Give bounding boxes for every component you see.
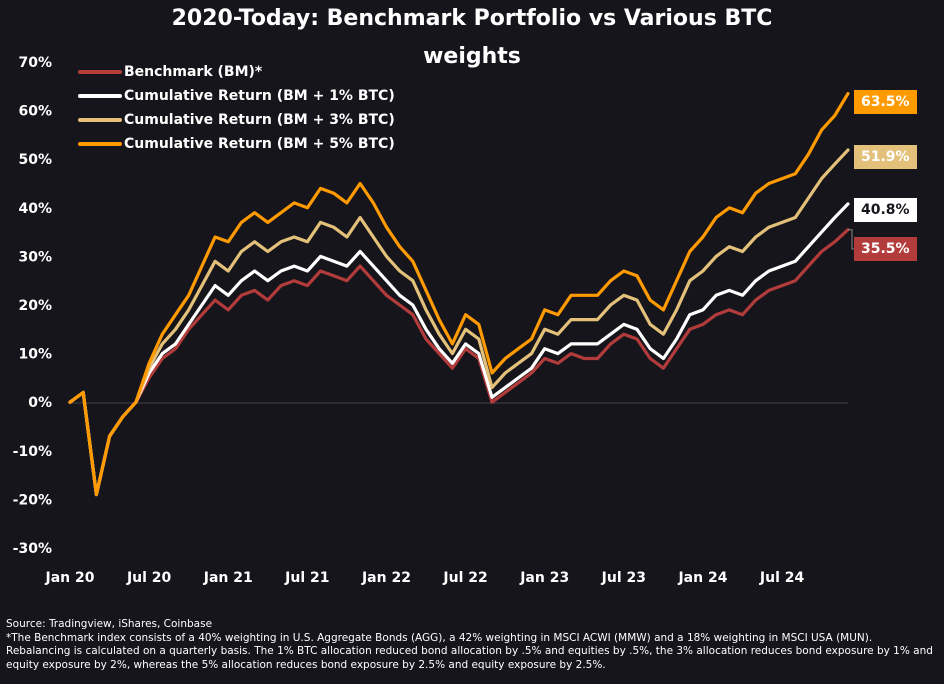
legend-item-benchmark: Benchmark (BM)* (78, 60, 395, 84)
x-tick-label: Jul 21 (284, 570, 329, 586)
x-tick-label: Jan 23 (519, 570, 569, 586)
legend: Benchmark (BM)* Cumulative Return (BM + … (78, 60, 395, 156)
x-tick-label: Jan 21 (203, 570, 253, 586)
x-axis: Jan 20 Jul 20 Jan 21 Jul 21 Jan 22 Jul 22 Jan … (45, 570, 805, 586)
legend-item-3pct-btc: Cumulative Return (BM + 3% BTC) (78, 108, 395, 132)
y-tick-label: 70% (18, 55, 52, 71)
series-line-3 (68, 92, 850, 497)
x-tick-label: Jul 23 (601, 570, 646, 586)
x-tick-label: Jul 20 (126, 570, 172, 586)
y-tick-label: 50% (18, 152, 52, 168)
x-tick-label: Jul 22 (442, 570, 487, 586)
x-tick-label: Jan 20 (45, 570, 95, 586)
legend-label-1pct-btc: Cumulative Return (BM + 1% BTC) (124, 88, 395, 104)
legend-item-1pct-btc: Cumulative Return (BM + 1% BTC) (78, 84, 395, 108)
y-tick-label: 0% (28, 395, 52, 411)
legend-swatch-5pct-btc (78, 142, 122, 146)
y-tick-label: -20% (13, 492, 52, 508)
legend-label-5pct-btc: Cumulative Return (BM + 5% BTC) (124, 136, 395, 152)
end-label-3pct-btc: 51.9% (854, 145, 917, 169)
y-tick-label: 30% (18, 249, 52, 265)
legend-swatch-benchmark (78, 70, 122, 74)
end-label-1pct-btc: 40.8% (854, 198, 917, 222)
series-line-0 (68, 228, 850, 497)
source-note: Source: Tradingview, iShares, Coinbase (6, 618, 213, 630)
end-label-5pct-btc: 63.5% (854, 90, 917, 114)
y-tick-label: -10% (13, 444, 52, 460)
benchmark-note: *The Benchmark index consists of a 40% w… (6, 631, 933, 671)
x-tick-label: Jan 22 (361, 570, 411, 586)
y-axis: -30% -20% -10% 0% 10% 20% 30% 40% 50% 60% 70% (13, 55, 52, 557)
y-tick-label: 40% (18, 201, 52, 217)
y-tick-label: -30% (13, 541, 52, 557)
legend-swatch-3pct-btc (78, 118, 122, 122)
chart-title-line-1: 2020-Today: Benchmark Portfolio vs Vario… (171, 6, 773, 31)
legend-label-benchmark: Benchmark (BM)* (124, 64, 263, 80)
x-tick-label: Jul 24 (759, 570, 805, 586)
legend-item-5pct-btc: Cumulative Return (BM + 5% BTC) (78, 132, 395, 156)
end-label-benchmark: 35.5% (854, 237, 917, 261)
y-tick-label: 60% (18, 104, 52, 120)
series-layer (68, 92, 850, 497)
legend-swatch-1pct-btc (78, 94, 122, 98)
series-line-1 (68, 202, 850, 497)
legend-label-3pct-btc: Cumulative Return (BM + 3% BTC) (124, 112, 395, 128)
y-tick-label: 20% (18, 298, 52, 314)
series-line-2 (68, 148, 850, 497)
chart-title-line-2: weights (423, 44, 521, 69)
y-tick-label: 10% (18, 347, 52, 363)
footnote: Source: Tradingview, iShares, Coinbase *… (6, 618, 936, 672)
x-tick-label: Jan 24 (677, 570, 727, 586)
